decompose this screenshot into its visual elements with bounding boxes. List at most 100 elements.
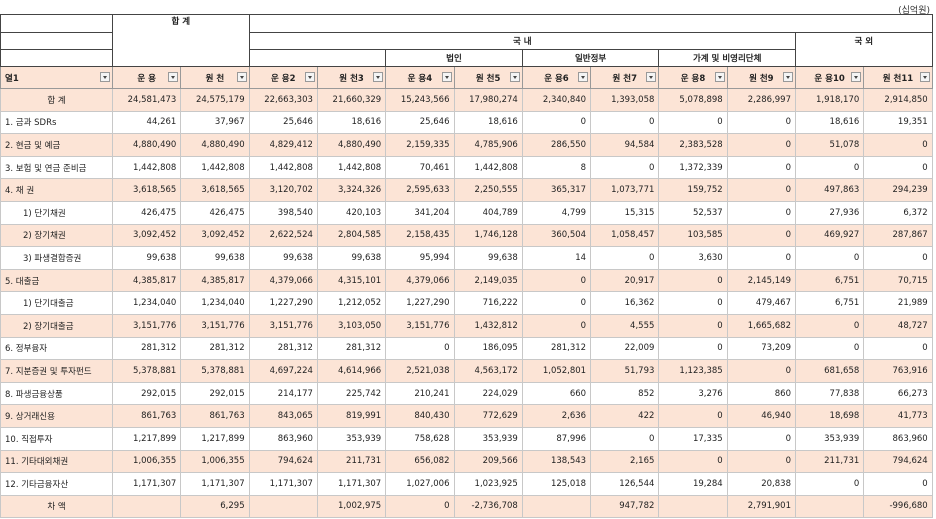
cell: 210,241 [385, 381, 455, 406]
filter-button[interactable] [919, 72, 930, 82]
cell: 0 [794, 336, 865, 361]
cell: 0 [726, 223, 796, 248]
row: 11. 기타대외채권 1,006,355 1,006,355 794,624 211,7… [0, 449, 933, 474]
cell: 404,789 [453, 200, 523, 225]
cell: 2,521,038 [385, 359, 455, 383]
column-header: 운 용6 [521, 66, 592, 89]
cell: 0 [521, 313, 592, 338]
filter-button[interactable] [509, 72, 520, 82]
filter-button[interactable] [782, 72, 793, 82]
cell: 0 [521, 291, 592, 315]
cell: 1,393,058 [590, 88, 660, 112]
cell: 353,939 [453, 426, 523, 451]
cell: 1,234,040 [180, 291, 250, 315]
filter-button[interactable] [168, 72, 179, 82]
cell: 1,027,006 [385, 472, 455, 496]
row-label: 10. 직접투자 [0, 426, 113, 451]
cell: 0 [794, 313, 865, 338]
cell: 6,295 [180, 494, 250, 519]
row: 1. 금과 SDRs 44,261 37,967 25,646 18,616 25,646… [0, 110, 933, 135]
row-label: 5. 대출금 [0, 268, 113, 293]
cell: 99,638 [453, 246, 523, 270]
cell: 3,092,452 [180, 223, 250, 248]
row: 9. 상거래신용 861,763 861,763 843,065 819,991 840,… [0, 404, 933, 428]
cell: 44,261 [111, 110, 182, 135]
cell: 426,475 [111, 200, 182, 225]
cell: 73,209 [726, 336, 796, 361]
cell: 22,009 [590, 336, 660, 361]
cell: 0 [726, 246, 796, 270]
cell: 0 [726, 426, 796, 451]
row: 합 계 24,581,473 24,575,179 22,663,303 21,660,… [0, 88, 933, 112]
column-title: 원 천5 [475, 73, 501, 84]
cell: 0 [385, 494, 455, 519]
row-label: 7. 지분증권 및 투자펀드 [0, 359, 113, 383]
cell: 0 [794, 246, 865, 270]
cell: 3,151,776 [180, 313, 250, 338]
cell: 95,994 [385, 246, 455, 270]
cell: -2,736,708 [453, 494, 523, 519]
filter-button[interactable] [646, 72, 657, 82]
cell: 5,378,881 [111, 359, 182, 383]
cell: 860 [726, 381, 796, 406]
cell: 2,804,585 [316, 223, 387, 248]
filter-button[interactable] [851, 72, 862, 82]
cell: 2,340,840 [521, 88, 592, 112]
cell: 1,665,682 [726, 313, 796, 338]
column-header: 운 용10 [794, 66, 865, 89]
cell: 840,430 [385, 404, 455, 428]
filter-button[interactable] [578, 72, 589, 82]
filter-button[interactable] [304, 72, 315, 82]
cell: 0 [863, 133, 933, 157]
cell [521, 494, 592, 519]
total-header: 합 계 [112, 14, 250, 33]
cell: 126,544 [590, 472, 660, 496]
cell: 1,171,307 [316, 472, 387, 496]
filter-button[interactable] [441, 72, 452, 82]
cell: 17,980,274 [453, 88, 523, 112]
cell: 1,006,355 [180, 449, 250, 474]
cell: 0 [863, 246, 933, 270]
cell: 214,177 [248, 381, 318, 406]
cell: 281,312 [111, 336, 182, 361]
column-title: 운 용10 [814, 73, 845, 84]
cell: 5,378,881 [180, 359, 250, 383]
column-title: 원 천11 [882, 73, 914, 84]
cell: 103,585 [658, 223, 728, 248]
cell: 0 [590, 426, 660, 451]
filter-button[interactable] [714, 72, 725, 82]
cell: 947,782 [590, 494, 660, 519]
row: 차 액 6,295 1,002,975 0 -2,736,708 947,782 2,791… [0, 494, 933, 519]
cell: 0 [794, 472, 865, 496]
cell: 1,746,128 [453, 223, 523, 248]
cell: 3,618,565 [111, 178, 182, 202]
filter-button[interactable] [373, 72, 384, 82]
filter-button[interactable] [236, 72, 247, 82]
cell: 24,575,179 [180, 88, 250, 112]
cell: 51,078 [794, 133, 865, 157]
cell: 3,120,702 [248, 178, 318, 202]
column-title: 운 용8 [680, 73, 706, 84]
blank [0, 14, 113, 33]
cell: 15,315 [590, 200, 660, 225]
row: 7. 지분증권 및 투자펀드 5,378,881 5,378,881 4,697,22… [0, 359, 933, 383]
cell: 861,763 [111, 404, 182, 428]
column-title: 운 용 [137, 73, 156, 84]
filter-button[interactable] [100, 72, 110, 82]
row-label: 2. 현금 및 예금 [0, 133, 113, 157]
cell: 94,584 [590, 133, 660, 157]
cell: 1,227,290 [385, 291, 455, 315]
cell: 819,991 [316, 404, 387, 428]
unit: (십억원) [898, 6, 930, 16]
column-header: 원 천3 [316, 66, 387, 89]
cell: 4,880,490 [180, 133, 250, 157]
row: 1) 단기채권 426,475 426,475 398,540 420,103 341,2… [0, 200, 933, 225]
cell: 0 [521, 110, 592, 135]
cell: 37,967 [180, 110, 250, 135]
cell: 1,171,307 [248, 472, 318, 496]
cell: 5,078,898 [658, 88, 728, 112]
cell: 1,006,355 [111, 449, 182, 474]
cell: 18,616 [453, 110, 523, 135]
cell: 3,092,452 [111, 223, 182, 248]
cell [248, 494, 318, 519]
